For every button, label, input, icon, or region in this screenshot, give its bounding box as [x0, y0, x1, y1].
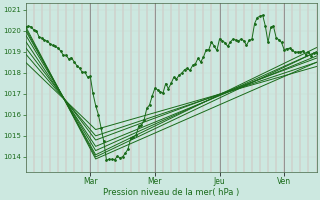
X-axis label: Pression niveau de la mer( hPa ): Pression niveau de la mer( hPa ): [103, 188, 239, 197]
